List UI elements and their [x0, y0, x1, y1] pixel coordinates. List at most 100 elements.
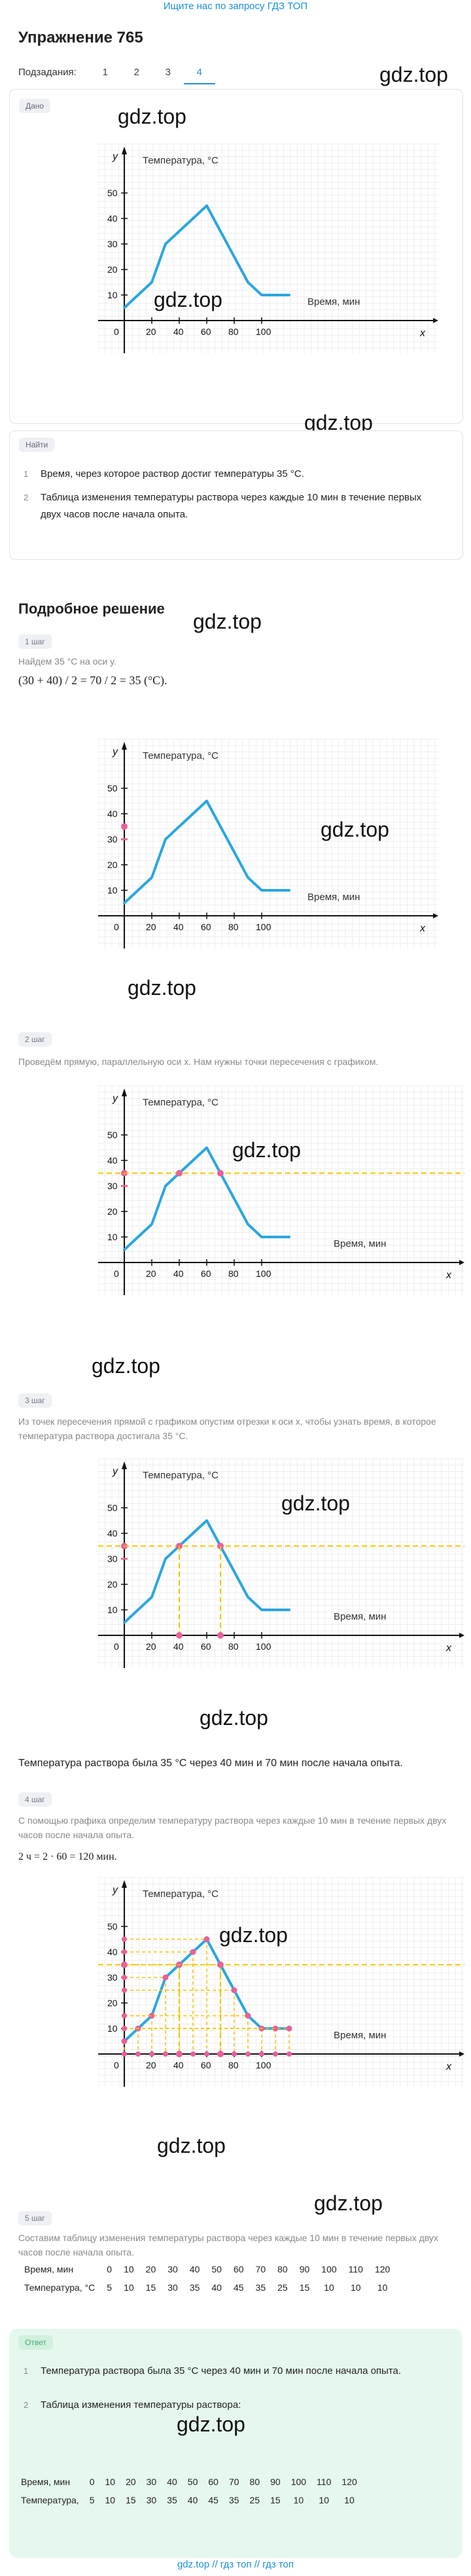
x-axis-label: x [419, 328, 426, 339]
y-axis-arrow [122, 1461, 127, 1469]
footer-links[interactable]: gdz.top // гдз топ // гдз топ [177, 2559, 294, 2570]
x-tick-label: 0 [114, 1268, 119, 1279]
x-tick-label: 100 [256, 1641, 271, 1652]
given-tag: Дано [19, 99, 51, 113]
step-text: Найдем 35 °C на оси y. [18, 656, 117, 667]
x-axis-point [149, 2051, 154, 2057]
x-axis-label: x [445, 1643, 452, 1654]
y-tick-label: 50 [107, 1503, 118, 1513]
table-cell: 35 [228, 2495, 239, 2505]
y-axis-title: Температура, °C [143, 1097, 218, 1108]
y-tick-label: 10 [107, 1605, 118, 1615]
table-cell: 35 [189, 2282, 200, 2293]
watermark: gdz.top [314, 2191, 383, 2215]
x-tick-label: 40 [173, 1268, 184, 1279]
watermark: gdz.top [128, 976, 196, 1000]
subtask-tab-2[interactable]: 2 [133, 67, 139, 78]
table-cell: 90 [299, 2264, 310, 2274]
y-axis-point [122, 1962, 127, 1968]
table-cell: 10 [344, 2495, 355, 2505]
watermark: gdz.top [219, 1923, 288, 1947]
table-cell: 80 [277, 2264, 288, 2274]
table-cell: 10 [105, 2495, 116, 2505]
intersection-point [217, 1170, 224, 1177]
x-tick-label: 100 [256, 922, 271, 932]
watermark: gdz.top [321, 818, 389, 841]
step-tag: 2 шаг [18, 1032, 52, 1047]
data-point [148, 2013, 155, 2019]
y-tick-label: 20 [107, 1579, 118, 1590]
table-cell: 25 [249, 2495, 260, 2505]
table-cell: 10 [105, 2477, 116, 2487]
x-tick-label: 80 [228, 1641, 239, 1652]
temperature-graph-step2: y x Температура, °C Время, мин 10 20 30 40 50 0 20… [98, 1085, 464, 1295]
table-cell: 40 [189, 2264, 200, 2274]
table-cell: 15 [145, 2282, 156, 2293]
y-axis-label: y [112, 1885, 118, 1896]
x-tick-label: 40 [173, 1641, 184, 1652]
answer-table: Время, мин 0 10 20 30 40 50 60 70 80 90 100 110 120 Те… [16, 2473, 362, 2509]
table-cell: 5 [89, 2495, 95, 2505]
table-cell: 20 [126, 2477, 136, 2487]
x-axis-point [163, 2051, 168, 2057]
y-axis-point [122, 1975, 127, 1980]
y-tick-label: 20 [107, 264, 118, 275]
subtask-tab-4[interactable]: 4 [183, 67, 215, 84]
table-cell: 70 [228, 2477, 239, 2487]
y-axis-arrow [122, 1880, 127, 1888]
x-tick-label: 80 [228, 326, 239, 337]
table-cell: 40 [187, 2495, 198, 2505]
y-tick-label: 10 [107, 2023, 118, 2034]
table-row: Время, мин 0 10 20 30 40 50 60 70 80 90 100 110 120 [18, 2260, 396, 2278]
table-cell: 35 [255, 2282, 266, 2293]
list-item: 1 Время, через которое раствор достиг тем… [24, 468, 304, 479]
x-axis-arrow [459, 1633, 464, 1638]
step-formula: 2 ч = 2 · 60 = 120 мин. [18, 1851, 117, 1862]
x-axis-point [204, 2051, 209, 2057]
step-tag: 5 шаг [18, 2211, 52, 2225]
temperature-table: Время, мин 0 10 20 30 40 50 60 70 80 90 100 110 120 Те… [18, 2260, 396, 2297]
watermark: gdz.top [157, 2134, 226, 2157]
x-tick-label: 20 [146, 1641, 156, 1652]
subtasks-nav: Подзадания: 1 2 3 4 [18, 60, 215, 84]
x-tick-label: 20 [146, 2060, 156, 2070]
x-axis-point [177, 2051, 182, 2057]
subtasks-label: Подзадания: [18, 67, 77, 78]
x-axis-arrow [459, 1260, 464, 1265]
y-tick-label: 40 [107, 809, 118, 819]
y-axis-arrow [122, 742, 127, 750]
y-axis-point [122, 2026, 127, 2031]
watermark: gdz.top [379, 63, 448, 86]
y-axis-arrow [122, 147, 127, 154]
y-tick-label: 30 [107, 1554, 118, 1564]
watermark: gdz.top [200, 1706, 268, 1730]
subtask-tab-1[interactable]: 1 [102, 67, 108, 78]
y-35-marker [121, 823, 128, 830]
table-cell: 70 [255, 2264, 266, 2274]
table-cell: 10 [319, 2495, 329, 2505]
table-row: Температура, °C 5 10 15 30 35 40 45 35 25 15 10 10 10 [18, 2278, 396, 2297]
top-banner[interactable]: Ищите нас по запросу ГДЗ ТОП [163, 1, 308, 12]
x-tick-label: 0 [114, 2060, 119, 2070]
step-tag: 4 шаг [18, 1792, 52, 1807]
x-tick-label: 100 [256, 326, 271, 337]
watermark: gdz.top [232, 1138, 301, 1162]
temperature-graph-step3: y x Температура, °C Время, мин 10 20 30 40 50 0 20… [98, 1458, 464, 1668]
y-axis-point [122, 2013, 127, 2019]
x-axis-point [232, 2051, 237, 2057]
y-axis-title: Температура, °C [143, 155, 218, 166]
table-cell: 30 [167, 2282, 178, 2293]
table-cell: 10 [124, 2264, 134, 2274]
y-axis-label: y [112, 1466, 118, 1477]
y-axis-label: y [112, 1093, 118, 1104]
subtask-tab-3[interactable]: 3 [165, 67, 171, 78]
y-axis-label: y [112, 746, 118, 757]
answer-list: 1 Температура раствора была 35 °C через 4… [24, 2363, 429, 2420]
x-tick-label: 20 [146, 326, 156, 337]
data-point [272, 2025, 279, 2032]
y-tick-label: 50 [107, 783, 118, 793]
y-tick-label: 50 [107, 1130, 118, 1140]
table-row-label: Время, мин [24, 2264, 74, 2274]
x-axis-point [176, 1632, 183, 1639]
x-axis-point [273, 2051, 278, 2057]
